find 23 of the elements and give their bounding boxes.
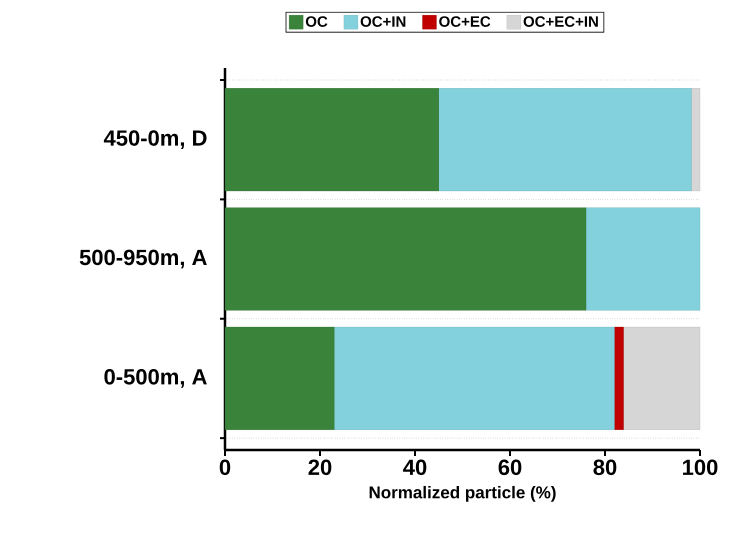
y-tick-label: 450-0m, D — [104, 130, 207, 150]
x-tick-label: 60 — [498, 460, 522, 476]
bar — [438, 88, 692, 192]
legend-label: OC+IN — [360, 16, 406, 27]
bar — [614, 326, 624, 430]
x-tick-label: 20 — [308, 460, 332, 476]
bar — [334, 326, 615, 430]
x-axis-title: Normalized particle (%) — [370, 486, 556, 502]
bar — [691, 88, 700, 192]
x-tick-label: 100 — [683, 460, 718, 476]
legend-label: OC — [306, 16, 328, 27]
legend-label: OC+EC — [439, 16, 490, 27]
x-tick-label: 40 — [403, 460, 426, 476]
bar — [586, 208, 700, 310]
y-tick-label: 500-950m, A — [80, 250, 207, 268]
bar — [224, 208, 586, 310]
x-tick-label: 0 — [220, 460, 230, 476]
bar — [623, 326, 700, 430]
bar — [224, 326, 334, 430]
y-tick-label: 0-500m, A — [104, 369, 207, 388]
x-tick-label: 80 — [593, 460, 616, 476]
legend-label: OC+EC+IN — [524, 16, 598, 27]
bar — [224, 88, 439, 192]
